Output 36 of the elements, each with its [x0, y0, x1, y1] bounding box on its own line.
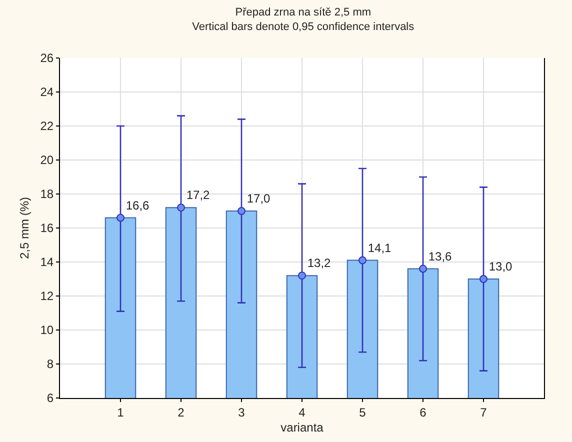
y-axis-title: 2,5 mm (%) — [18, 196, 32, 260]
data-label: 17,2 — [186, 188, 210, 202]
x-tick-label: 5 — [359, 405, 366, 420]
y-tick-label: 12 — [40, 289, 54, 304]
x-tick-label: 3 — [238, 405, 246, 420]
x-tick-label: 6 — [420, 405, 427, 420]
y-tick-label: 24 — [40, 85, 54, 100]
data-label: 16,6 — [126, 198, 150, 212]
y-tick-label: 18 — [40, 187, 54, 202]
point — [419, 264, 427, 273]
data-label: 13,6 — [428, 249, 452, 264]
chart-subtitle: Vertical bars denote 0,95 confidence intervals — [192, 20, 415, 33]
y-tick-label: 26 — [40, 51, 54, 66]
point — [238, 207, 246, 215]
x-tick-label: 1 — [117, 405, 124, 420]
point — [177, 204, 185, 212]
y-tick-label: 8 — [46, 357, 54, 372]
data-label: 14,1 — [368, 240, 392, 255]
point — [298, 272, 306, 280]
y-tick-label: 6 — [46, 391, 54, 406]
y-tick-label: 22 — [40, 119, 54, 134]
x-axis-title: varianta — [280, 420, 324, 434]
y-tick-label: 16 — [40, 221, 54, 236]
x-tick-label: 7 — [480, 405, 488, 420]
chart-title: Přepad zrna na sítě 2,5 mm — [235, 6, 372, 18]
y-tick-label: 14 — [40, 255, 54, 270]
x-tick-label: 4 — [298, 405, 306, 420]
data-label: 13,2 — [307, 256, 332, 270]
data-label: 13,0 — [488, 260, 513, 274]
y-tick-label: 20 — [40, 153, 54, 168]
x-tick-label: 2 — [178, 405, 185, 420]
y-tick-label: 10 — [40, 323, 54, 338]
point — [116, 214, 124, 222]
point — [358, 256, 366, 264]
point — [480, 275, 488, 283]
data-label: 17,0 — [246, 192, 271, 206]
